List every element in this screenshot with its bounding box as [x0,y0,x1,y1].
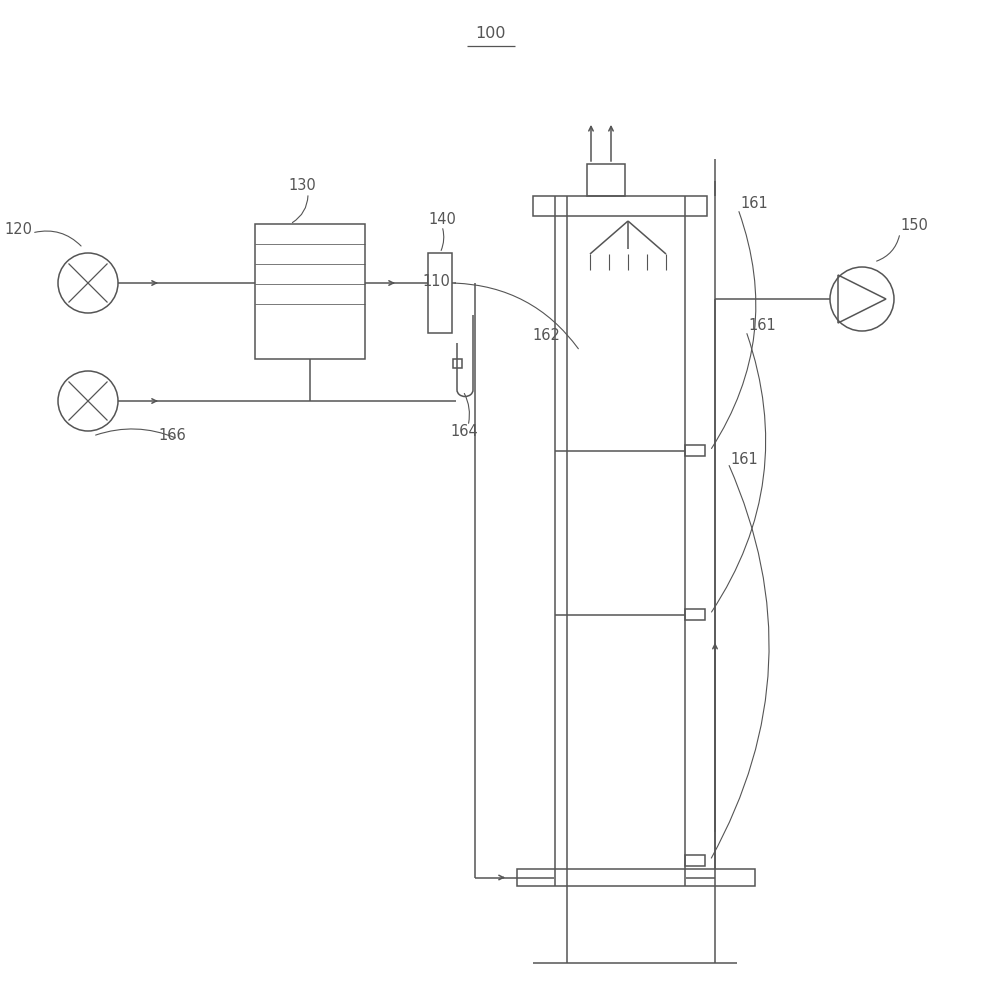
Bar [685,445,705,456]
Bar [533,196,707,216]
Bar [587,164,625,196]
Bar [453,359,462,368]
Bar [685,608,705,619]
Text: 161: 161 [748,318,776,334]
Text: 162: 162 [532,328,560,344]
Bar [517,869,755,886]
Bar [428,253,452,333]
Bar [255,224,365,359]
Text: 166: 166 [158,428,186,444]
Text: 164: 164 [450,423,478,438]
Bar [685,855,705,866]
Text: 130: 130 [288,178,316,193]
Text: 120: 120 [4,222,32,237]
Text: 110: 110 [422,274,450,288]
Text: 150: 150 [900,218,928,234]
Text: 100: 100 [475,26,505,41]
Text: 140: 140 [428,211,456,227]
Text: 161: 161 [730,452,758,467]
Text: 161: 161 [740,195,768,210]
